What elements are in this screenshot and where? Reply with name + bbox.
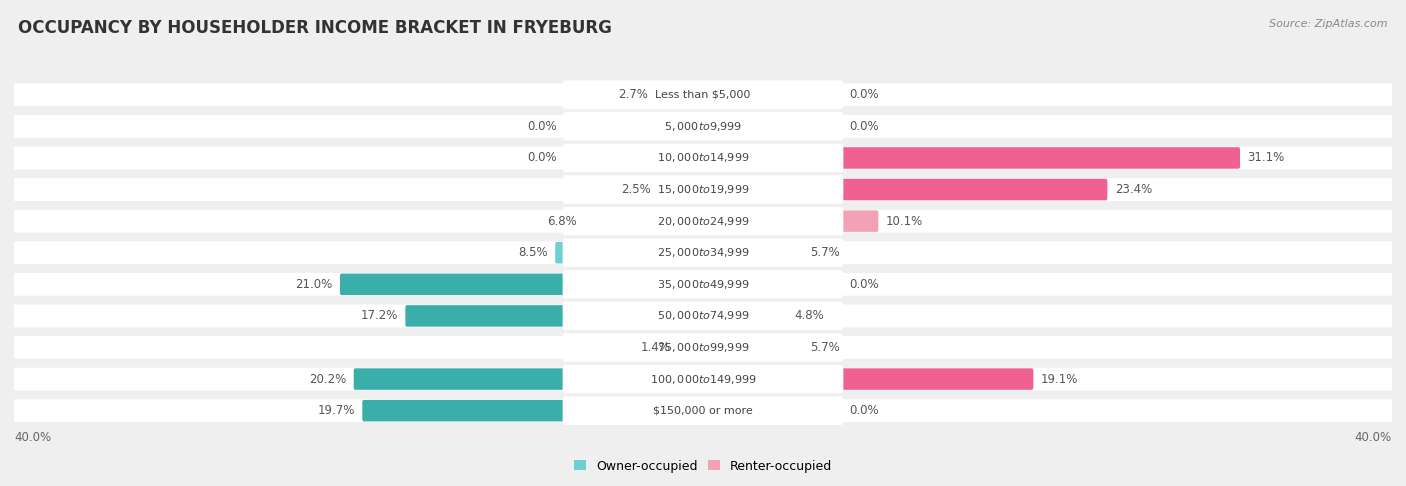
- FancyBboxPatch shape: [655, 84, 704, 105]
- FancyBboxPatch shape: [702, 242, 803, 263]
- FancyBboxPatch shape: [11, 210, 1395, 232]
- FancyBboxPatch shape: [11, 147, 1395, 169]
- FancyBboxPatch shape: [11, 178, 1395, 201]
- FancyBboxPatch shape: [562, 239, 844, 267]
- Text: $75,000 to $99,999: $75,000 to $99,999: [657, 341, 749, 354]
- Text: 0.0%: 0.0%: [527, 120, 557, 133]
- Text: 8.5%: 8.5%: [519, 246, 548, 259]
- FancyBboxPatch shape: [702, 368, 1033, 390]
- FancyBboxPatch shape: [702, 337, 803, 358]
- FancyBboxPatch shape: [658, 179, 704, 200]
- FancyBboxPatch shape: [11, 336, 1395, 359]
- Text: 10.1%: 10.1%: [886, 215, 922, 227]
- FancyBboxPatch shape: [562, 175, 844, 204]
- Text: 0.0%: 0.0%: [527, 152, 557, 164]
- Text: 21.0%: 21.0%: [295, 278, 333, 291]
- Text: $150,000 or more: $150,000 or more: [654, 406, 752, 416]
- Text: $35,000 to $49,999: $35,000 to $49,999: [657, 278, 749, 291]
- FancyBboxPatch shape: [562, 270, 844, 298]
- Text: $50,000 to $74,999: $50,000 to $74,999: [657, 310, 749, 322]
- Text: 0.0%: 0.0%: [849, 120, 879, 133]
- FancyBboxPatch shape: [11, 273, 1395, 295]
- FancyBboxPatch shape: [585, 210, 704, 232]
- Text: 40.0%: 40.0%: [1355, 431, 1392, 444]
- FancyBboxPatch shape: [562, 397, 844, 425]
- FancyBboxPatch shape: [11, 115, 1395, 138]
- FancyBboxPatch shape: [562, 81, 844, 109]
- FancyBboxPatch shape: [11, 305, 1395, 327]
- FancyBboxPatch shape: [354, 368, 704, 390]
- Text: OCCUPANCY BY HOUSEHOLDER INCOME BRACKET IN FRYEBURG: OCCUPANCY BY HOUSEHOLDER INCOME BRACKET …: [18, 19, 612, 37]
- Text: 40.0%: 40.0%: [14, 431, 51, 444]
- Text: 0.0%: 0.0%: [849, 404, 879, 417]
- Text: $10,000 to $14,999: $10,000 to $14,999: [657, 152, 749, 164]
- FancyBboxPatch shape: [363, 400, 704, 421]
- FancyBboxPatch shape: [562, 302, 844, 330]
- FancyBboxPatch shape: [405, 305, 704, 327]
- FancyBboxPatch shape: [702, 210, 879, 232]
- FancyBboxPatch shape: [702, 305, 787, 327]
- FancyBboxPatch shape: [562, 365, 844, 393]
- FancyBboxPatch shape: [562, 207, 844, 235]
- Text: $100,000 to $149,999: $100,000 to $149,999: [650, 373, 756, 385]
- FancyBboxPatch shape: [702, 179, 1108, 200]
- Text: $25,000 to $34,999: $25,000 to $34,999: [657, 246, 749, 259]
- Legend: Owner-occupied, Renter-occupied: Owner-occupied, Renter-occupied: [568, 455, 838, 478]
- Text: 5.7%: 5.7%: [810, 246, 839, 259]
- Text: 0.0%: 0.0%: [849, 278, 879, 291]
- Text: 31.1%: 31.1%: [1247, 152, 1285, 164]
- Text: Source: ZipAtlas.com: Source: ZipAtlas.com: [1270, 19, 1388, 30]
- Text: 2.5%: 2.5%: [621, 183, 651, 196]
- Text: 23.4%: 23.4%: [1115, 183, 1152, 196]
- Text: 1.4%: 1.4%: [640, 341, 671, 354]
- FancyBboxPatch shape: [340, 274, 704, 295]
- Text: 19.1%: 19.1%: [1040, 373, 1078, 385]
- Text: 20.2%: 20.2%: [309, 373, 346, 385]
- FancyBboxPatch shape: [11, 399, 1395, 422]
- Text: 5.7%: 5.7%: [810, 341, 839, 354]
- Text: 17.2%: 17.2%: [361, 310, 398, 322]
- Text: $15,000 to $19,999: $15,000 to $19,999: [657, 183, 749, 196]
- FancyBboxPatch shape: [562, 333, 844, 362]
- FancyBboxPatch shape: [702, 147, 1240, 169]
- Text: $20,000 to $24,999: $20,000 to $24,999: [657, 215, 749, 227]
- Text: 6.8%: 6.8%: [547, 215, 578, 227]
- Text: 19.7%: 19.7%: [318, 404, 356, 417]
- FancyBboxPatch shape: [555, 242, 704, 263]
- FancyBboxPatch shape: [11, 368, 1395, 390]
- Text: 2.7%: 2.7%: [619, 88, 648, 101]
- Text: 0.0%: 0.0%: [849, 88, 879, 101]
- Text: Less than $5,000: Less than $5,000: [655, 90, 751, 100]
- FancyBboxPatch shape: [678, 337, 704, 358]
- FancyBboxPatch shape: [11, 242, 1395, 264]
- FancyBboxPatch shape: [562, 112, 844, 140]
- Text: 4.8%: 4.8%: [794, 310, 824, 322]
- FancyBboxPatch shape: [11, 84, 1395, 106]
- Text: $5,000 to $9,999: $5,000 to $9,999: [664, 120, 742, 133]
- FancyBboxPatch shape: [562, 144, 844, 172]
